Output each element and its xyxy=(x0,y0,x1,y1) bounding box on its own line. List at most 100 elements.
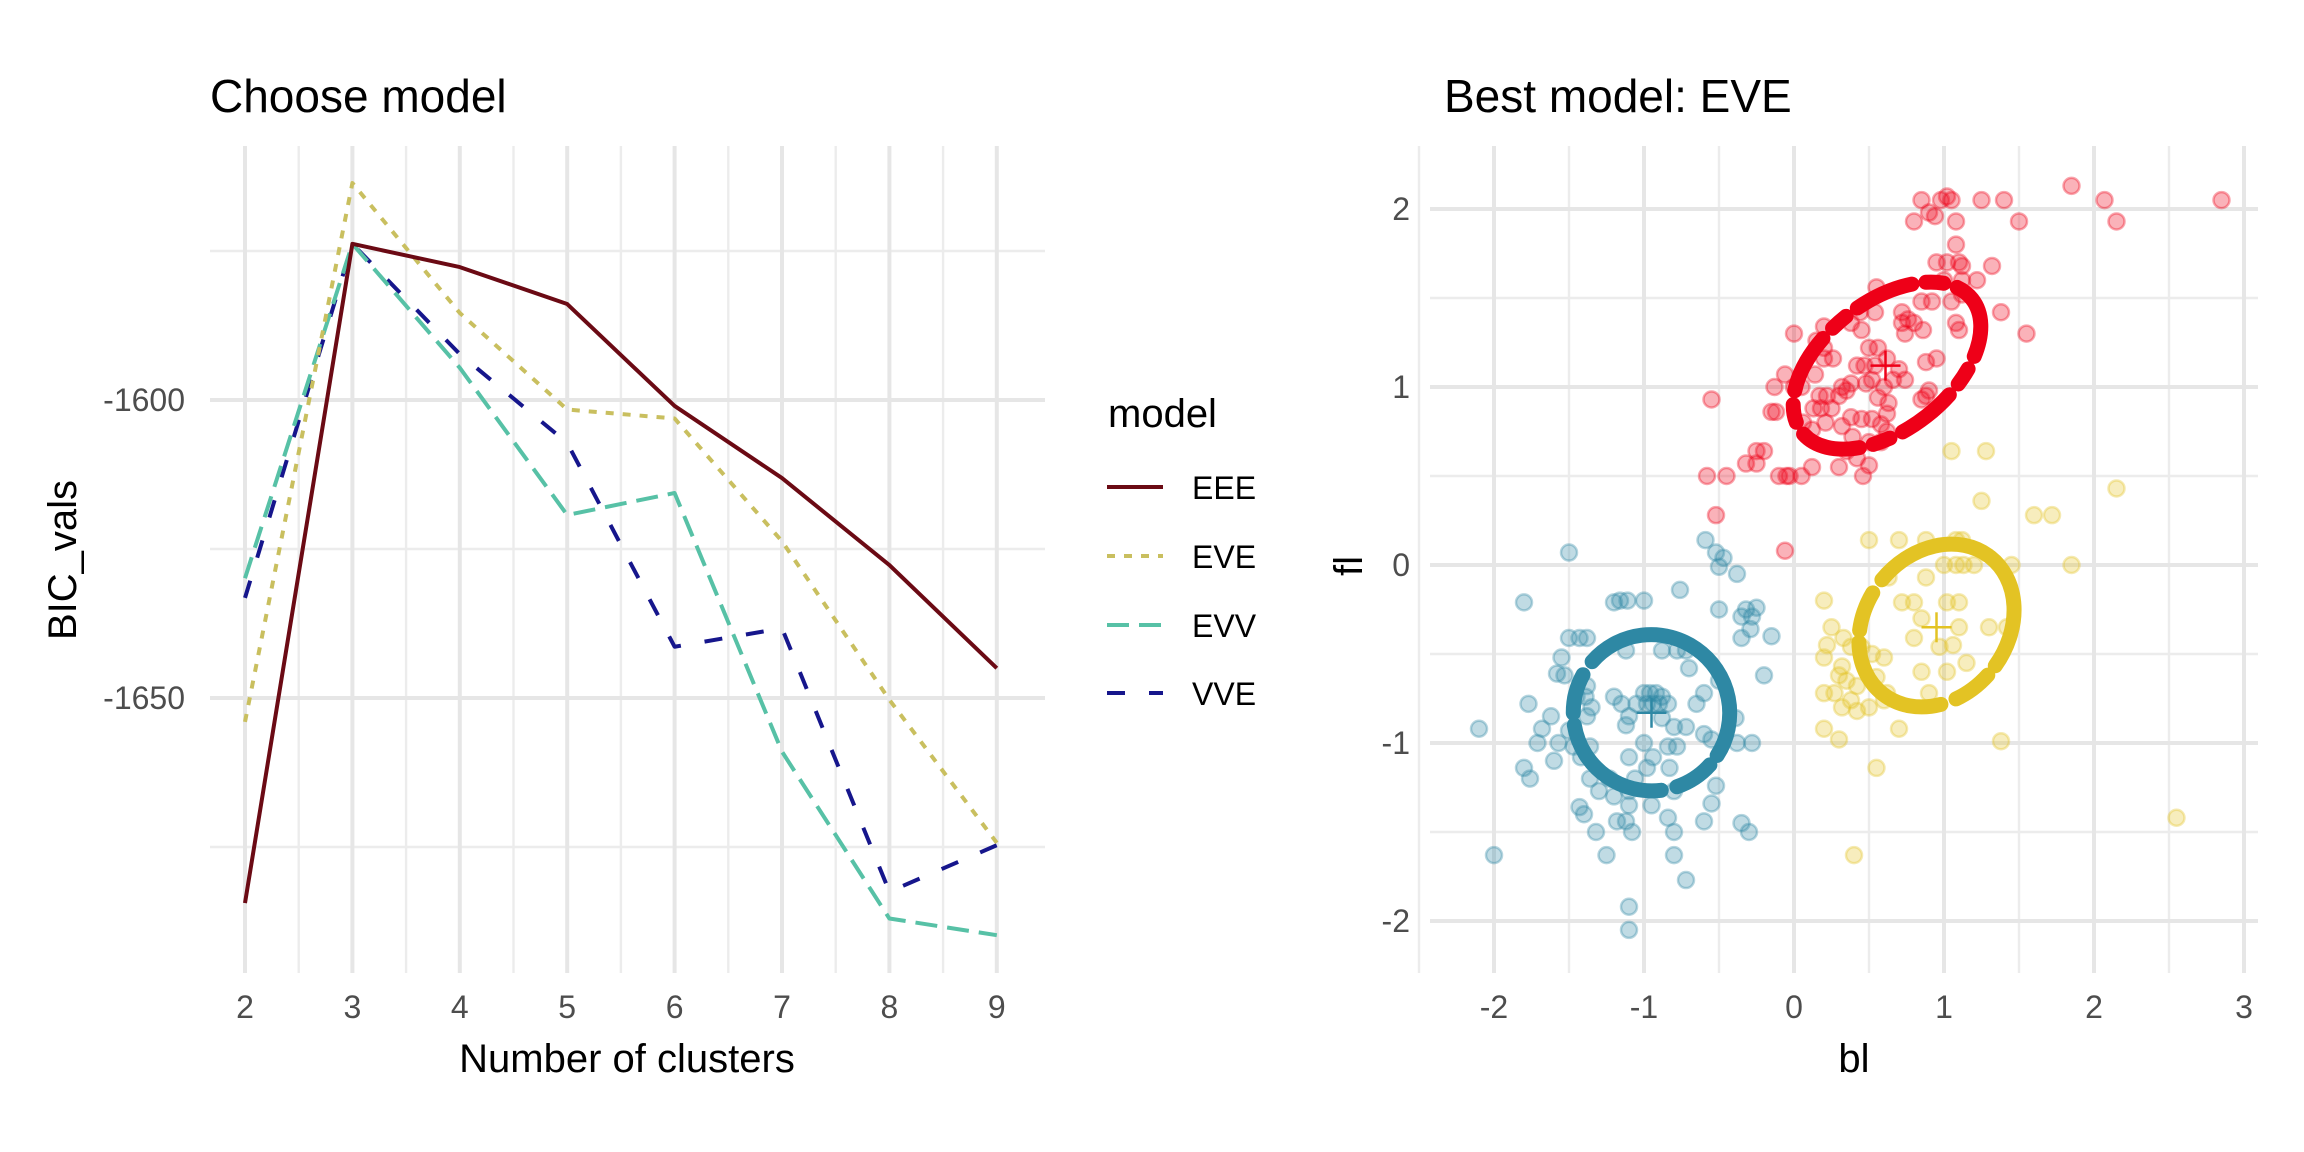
right-y-axis-title: fl xyxy=(1327,556,1371,576)
data-point xyxy=(1804,399,1823,418)
data-point xyxy=(1552,648,1571,667)
data-point xyxy=(1934,555,1954,575)
data-point xyxy=(1868,388,1888,407)
data-point xyxy=(1847,356,1867,375)
data-point xyxy=(1979,618,1999,637)
right-x-tick-labels: -2 -1 0 1 2 3 xyxy=(1480,989,2253,1025)
data-point xyxy=(2042,505,2062,525)
y-tick-label: -1650 xyxy=(103,680,185,716)
data-point xyxy=(1619,747,1639,767)
data-point xyxy=(1706,505,1726,525)
data-point xyxy=(1832,698,1852,717)
cluster-2-ellipse xyxy=(1565,627,1738,799)
data-point xyxy=(1937,253,1957,272)
model-legend: model EEE EVE EVV VVE xyxy=(1107,392,1257,712)
data-point xyxy=(1519,694,1538,714)
data-point xyxy=(1874,648,1894,667)
right-x-axis-title: bl xyxy=(1838,1037,1869,1081)
data-point xyxy=(1862,370,1882,390)
series-line-evv xyxy=(243,241,998,938)
data-point xyxy=(1868,338,1888,358)
data-point xyxy=(1544,751,1564,771)
data-point xyxy=(1946,235,1966,254)
data-point xyxy=(1732,628,1751,648)
data-point xyxy=(1754,666,1774,685)
data-point xyxy=(1604,687,1624,706)
data-point xyxy=(2009,212,2029,231)
data-point xyxy=(1904,212,1924,231)
x-tick-label: 4 xyxy=(451,989,469,1025)
data-point xyxy=(1589,781,1609,801)
data-point xyxy=(1853,466,1873,486)
cluster-scatter-plot: Best model: EVE -2 -1 0 1 2 -2 -1 0 1 2 3 bl fl xyxy=(1327,70,2258,1081)
left-x-tick-labels: 2 3 4 5 6 7 8 9 xyxy=(236,989,1006,1025)
data-point xyxy=(1607,812,1627,831)
data-point xyxy=(1814,591,1834,610)
data-point xyxy=(1597,845,1616,865)
data-point xyxy=(1892,593,1912,612)
data-point xyxy=(1652,687,1672,706)
cluster-3-ellipse xyxy=(1851,536,2022,715)
data-point xyxy=(1747,441,1766,461)
data-point xyxy=(1559,628,1579,648)
data-point xyxy=(1825,683,1844,703)
data-point xyxy=(1736,454,1756,473)
x-tick-label: 7 xyxy=(773,989,791,1025)
data-point xyxy=(1895,324,1915,343)
data-point xyxy=(1697,466,1717,486)
data-point xyxy=(1775,541,1795,561)
data-point xyxy=(1634,733,1654,753)
data-point xyxy=(1739,822,1759,842)
data-point xyxy=(1802,457,1822,477)
data-point xyxy=(1810,386,1829,406)
data-point xyxy=(1676,870,1696,890)
left-panel-title: Choose model xyxy=(210,70,507,122)
data-point xyxy=(1747,454,1766,473)
x-tick-label: 6 xyxy=(666,989,684,1025)
data-point xyxy=(1892,302,1912,322)
data-point xyxy=(1930,637,1949,657)
x-tick-label: 2 xyxy=(236,989,254,1025)
data-point xyxy=(1769,466,1789,486)
data-point xyxy=(1762,402,1781,422)
data-point xyxy=(1832,416,1852,436)
data-point xyxy=(2024,505,2044,525)
data-point xyxy=(1559,543,1579,562)
data-point xyxy=(1919,203,1939,222)
data-point xyxy=(1714,548,1733,568)
data-point xyxy=(2062,555,2081,575)
y-tick-label: -1 xyxy=(1382,725,1410,761)
data-point xyxy=(1964,555,1984,575)
data-point xyxy=(1664,717,1684,737)
data-point xyxy=(1904,313,1924,333)
data-point xyxy=(1484,845,1504,865)
data-point xyxy=(1916,352,1936,372)
data-point xyxy=(1586,822,1606,842)
data-point xyxy=(1949,253,1969,272)
data-point xyxy=(1570,797,1589,817)
data-point xyxy=(1859,530,1879,550)
data-point xyxy=(1792,466,1811,486)
data-point xyxy=(1687,694,1706,714)
cluster-3-points xyxy=(1814,441,2186,865)
data-point xyxy=(1904,628,1924,648)
data-point xyxy=(1817,386,1837,406)
data-point xyxy=(1736,600,1756,619)
data-point xyxy=(1976,441,1996,461)
data-point xyxy=(1927,253,1946,272)
data-point xyxy=(2107,479,2126,498)
data-point xyxy=(1717,466,1736,486)
data-point xyxy=(1912,292,1931,311)
legend-label: EEE xyxy=(1192,470,1256,506)
data-point xyxy=(1658,694,1678,714)
data-point xyxy=(1847,676,1867,696)
data-point xyxy=(2095,190,2114,210)
data-point xyxy=(1916,386,1936,406)
data-point xyxy=(1829,730,1849,749)
data-point xyxy=(1937,662,1957,682)
data-point xyxy=(1949,593,1969,612)
data-point xyxy=(1634,591,1654,610)
y-tick-label: 0 xyxy=(1392,547,1410,583)
data-point xyxy=(1643,747,1663,767)
data-point xyxy=(1754,441,1774,461)
